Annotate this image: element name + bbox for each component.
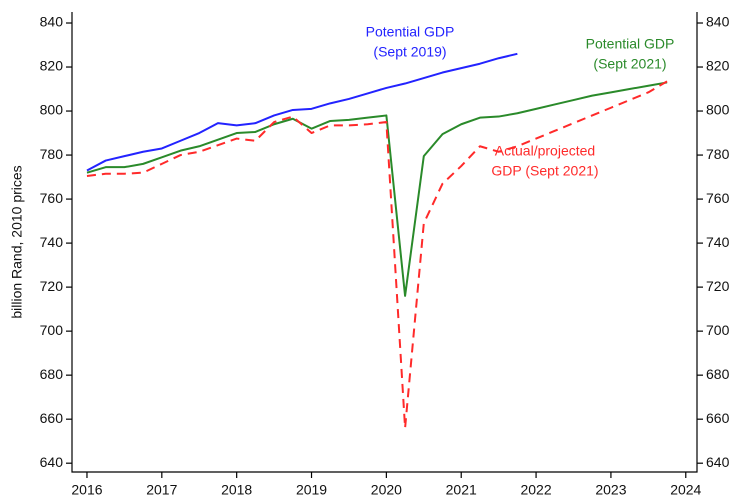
x-tick-label: 2018 (221, 482, 252, 498)
y2-tick-label: 720 (706, 278, 730, 294)
y2-tick-label: 740 (706, 234, 730, 250)
y-tick-label: 740 (40, 234, 64, 250)
y2-tick-label: 640 (706, 454, 730, 470)
y-tick-label: 760 (40, 190, 64, 206)
series-line (86, 80, 668, 429)
x-tick-label: 2022 (520, 482, 551, 498)
annotation: (Sept 2019) (373, 44, 446, 60)
x-tick-label: 2020 (371, 482, 402, 498)
y-tick-label: 780 (40, 146, 64, 162)
y-tick-label: 820 (40, 58, 64, 74)
y-tick-label: 640 (40, 454, 64, 470)
x-tick-label: 2017 (146, 482, 177, 498)
annotation: Potential GDP (586, 36, 675, 52)
y2-tick-label: 800 (706, 102, 730, 118)
x-tick-label: 2019 (296, 482, 327, 498)
y2-tick-label: 840 (706, 14, 730, 30)
y2-tick-label: 780 (706, 146, 730, 162)
x-tick-label: 2023 (595, 482, 626, 498)
y-tick-label: 680 (40, 366, 64, 382)
y-tick-label: 800 (40, 102, 64, 118)
y2-tick-label: 660 (706, 410, 730, 426)
x-tick-label: 2024 (670, 482, 701, 498)
y2-tick-label: 700 (706, 322, 730, 338)
annotation: Actual/projected (495, 143, 595, 159)
axis-frame (71, 12, 698, 473)
series-line (86, 52, 518, 172)
y-axis-label: billion Rand, 2010 prices (9, 165, 25, 318)
y-tick-label: 660 (40, 410, 64, 426)
y-tick-label: 840 (40, 14, 64, 30)
y2-tick-label: 820 (706, 58, 730, 74)
y-tick-label: 720 (40, 278, 64, 294)
y2-tick-label: 680 (706, 366, 730, 382)
annotation: (Sept 2021) (593, 56, 666, 72)
x-tick-label: 2016 (71, 482, 102, 498)
series-line (86, 81, 668, 297)
y2-tick-label: 760 (706, 190, 730, 206)
x-tick-label: 2021 (446, 482, 477, 498)
annotation: GDP (Sept 2021) (491, 163, 598, 179)
y-tick-label: 700 (40, 322, 64, 338)
annotation: Potential GDP (366, 24, 455, 40)
